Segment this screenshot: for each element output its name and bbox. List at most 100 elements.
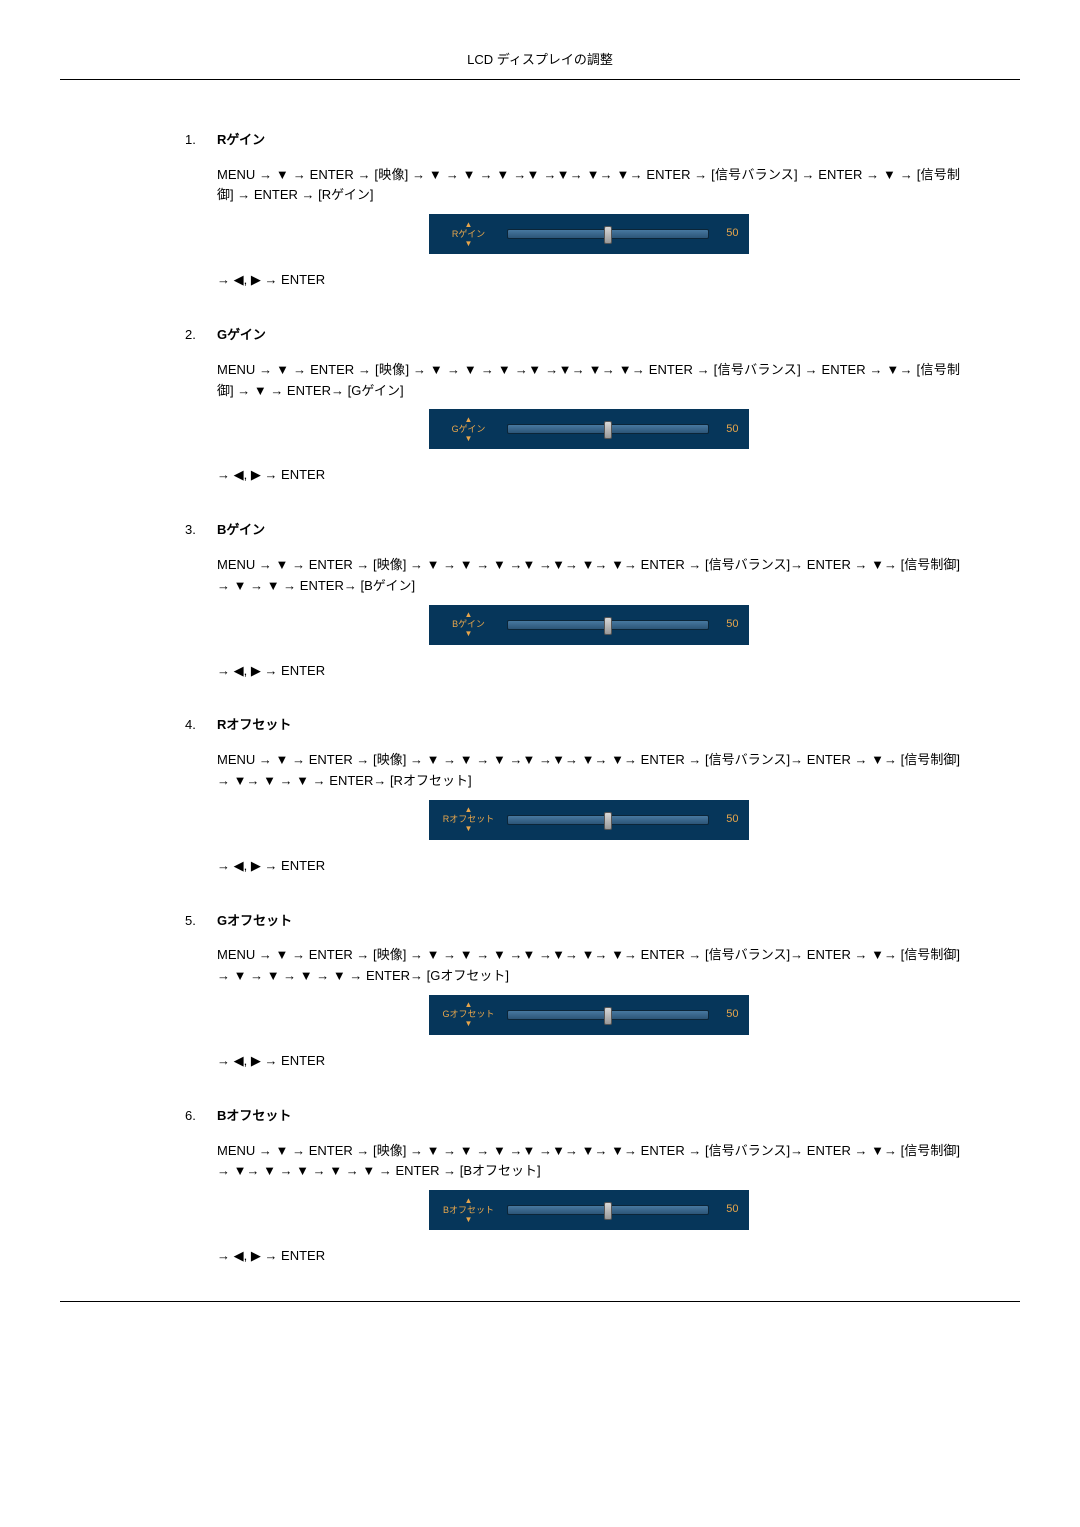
slider-label: Gオフセット bbox=[442, 1010, 494, 1019]
slider-track bbox=[507, 620, 709, 630]
slider-thumb bbox=[604, 1202, 612, 1220]
item-number: 6. bbox=[185, 1106, 217, 1127]
item-body: MENU → ▼ → ENTER → [映像] → ▼ → ▼ → ▼ →▼ →… bbox=[185, 360, 960, 486]
adjust-instruction: → ◀, ▶ → ENTER bbox=[217, 1051, 960, 1072]
slider-label-column: ▲ Gオフセット ▼ bbox=[439, 1001, 499, 1028]
osd-slider: ▲ Bオフセット ▼ 50 bbox=[429, 1190, 749, 1230]
up-arrow-icon: ▲ bbox=[465, 806, 473, 814]
adjust-instruction: → ◀, ▶ → ENTER bbox=[217, 465, 960, 486]
slider-thumb bbox=[604, 421, 612, 439]
down-arrow-icon: ▼ bbox=[465, 630, 473, 638]
slider-label-column: ▲ Gゲイン ▼ bbox=[439, 416, 499, 443]
slider-label: Gゲイン bbox=[452, 425, 486, 434]
slider-label-column: ▲ Rゲイン ▼ bbox=[439, 221, 499, 248]
item-title: Rオフセット bbox=[217, 715, 291, 736]
item-heading: 6. Bオフセット bbox=[185, 1106, 960, 1127]
list-item: 3. Bゲイン MENU → ▼ → ENTER → [映像] → ▼ → ▼ … bbox=[185, 520, 960, 681]
navigation-sequence: MENU → ▼ → ENTER → [映像] → ▼ → ▼ → ▼ →▼ →… bbox=[217, 165, 960, 207]
navigation-sequence: MENU → ▼ → ENTER → [映像] → ▼ → ▼ → ▼ →▼ →… bbox=[217, 360, 960, 402]
slider-label: Rオフセット bbox=[443, 815, 495, 824]
item-title: Rゲイン bbox=[217, 130, 265, 151]
osd-slider: ▲ Rゲイン ▼ 50 bbox=[429, 214, 749, 254]
slider-track bbox=[507, 1010, 709, 1020]
item-body: MENU → ▼ → ENTER → [映像] → ▼ → ▼ → ▼ →▼ →… bbox=[185, 750, 960, 876]
up-arrow-icon: ▲ bbox=[465, 221, 473, 229]
item-heading: 5. Gオフセット bbox=[185, 911, 960, 932]
item-heading: 2. Gゲイン bbox=[185, 325, 960, 346]
list-item: 2. Gゲイン MENU → ▼ → ENTER → [映像] → ▼ → ▼ … bbox=[185, 325, 960, 486]
osd-slider: ▲ Bゲイン ▼ 50 bbox=[429, 605, 749, 645]
slider-track bbox=[507, 229, 709, 239]
slider-value: 50 bbox=[717, 225, 739, 243]
osd-slider: ▲ Gゲイン ▼ 50 bbox=[429, 409, 749, 449]
list-item: 1. Rゲイン MENU → ▼ → ENTER → [映像] → ▼ → ▼ … bbox=[185, 130, 960, 291]
item-title: Bゲイン bbox=[217, 520, 265, 541]
slider-thumb bbox=[604, 226, 612, 244]
item-number: 4. bbox=[185, 715, 217, 736]
item-title: Gオフセット bbox=[217, 911, 292, 932]
slider-figure: ▲ Rオフセット ▼ 50 bbox=[217, 800, 960, 840]
down-arrow-icon: ▼ bbox=[465, 240, 473, 248]
item-number: 1. bbox=[185, 130, 217, 151]
slider-thumb bbox=[604, 812, 612, 830]
down-arrow-icon: ▼ bbox=[465, 1216, 473, 1224]
item-title: Gゲイン bbox=[217, 325, 266, 346]
slider-figure: ▲ Bオフセット ▼ 50 bbox=[217, 1190, 960, 1230]
content: 1. Rゲイン MENU → ▼ → ENTER → [映像] → ▼ → ▼ … bbox=[60, 130, 1020, 1267]
osd-slider: ▲ Rオフセット ▼ 50 bbox=[429, 800, 749, 840]
footer-divider bbox=[60, 1301, 1020, 1302]
item-heading: 4. Rオフセット bbox=[185, 715, 960, 736]
up-arrow-icon: ▲ bbox=[465, 1197, 473, 1205]
item-heading: 3. Bゲイン bbox=[185, 520, 960, 541]
slider-value: 50 bbox=[717, 616, 739, 634]
list-item: 4. Rオフセット MENU → ▼ → ENTER → [映像] → ▼ → … bbox=[185, 715, 960, 876]
list-item: 6. Bオフセット MENU → ▼ → ENTER → [映像] → ▼ → … bbox=[185, 1106, 960, 1267]
slider-track bbox=[507, 424, 709, 434]
item-body: MENU → ▼ → ENTER → [映像] → ▼ → ▼ → ▼ →▼ →… bbox=[185, 165, 960, 291]
slider-thumb bbox=[604, 1007, 612, 1025]
slider-figure: ▲ Gオフセット ▼ 50 bbox=[217, 995, 960, 1035]
item-title: Bオフセット bbox=[217, 1106, 291, 1127]
navigation-sequence: MENU → ▼ → ENTER → [映像] → ▼ → ▼ → ▼ →▼ →… bbox=[217, 750, 960, 792]
item-heading: 1. Rゲイン bbox=[185, 130, 960, 151]
item-body: MENU → ▼ → ENTER → [映像] → ▼ → ▼ → ▼ →▼ →… bbox=[185, 555, 960, 681]
slider-figure: ▲ Gゲイン ▼ 50 bbox=[217, 409, 960, 449]
slider-figure: ▲ Rゲイン ▼ 50 bbox=[217, 214, 960, 254]
page-header: LCD ディスプレイの調整 bbox=[60, 50, 1020, 80]
down-arrow-icon: ▼ bbox=[465, 435, 473, 443]
slider-label: Rゲイン bbox=[452, 230, 485, 239]
navigation-sequence: MENU → ▼ → ENTER → [映像] → ▼ → ▼ → ▼ →▼ →… bbox=[217, 555, 960, 597]
item-body: MENU → ▼ → ENTER → [映像] → ▼ → ▼ → ▼ →▼ →… bbox=[185, 945, 960, 1071]
page-title: LCD ディスプレイの調整 bbox=[467, 52, 613, 67]
adjust-instruction: → ◀, ▶ → ENTER bbox=[217, 856, 960, 877]
slider-figure: ▲ Bゲイン ▼ 50 bbox=[217, 605, 960, 645]
osd-slider: ▲ Gオフセット ▼ 50 bbox=[429, 995, 749, 1035]
adjust-instruction: → ◀, ▶ → ENTER bbox=[217, 1246, 960, 1267]
slider-value: 50 bbox=[717, 421, 739, 439]
item-number: 5. bbox=[185, 911, 217, 932]
navigation-sequence: MENU → ▼ → ENTER → [映像] → ▼ → ▼ → ▼ →▼ →… bbox=[217, 1141, 960, 1183]
slider-value: 50 bbox=[717, 1006, 739, 1024]
slider-value: 50 bbox=[717, 811, 739, 829]
slider-label-column: ▲ Rオフセット ▼ bbox=[439, 806, 499, 833]
slider-track bbox=[507, 815, 709, 825]
item-number: 2. bbox=[185, 325, 217, 346]
adjust-instruction: → ◀, ▶ → ENTER bbox=[217, 661, 960, 682]
list-item: 5. Gオフセット MENU → ▼ → ENTER → [映像] → ▼ → … bbox=[185, 911, 960, 1072]
up-arrow-icon: ▲ bbox=[465, 611, 473, 619]
navigation-sequence: MENU → ▼ → ENTER → [映像] → ▼ → ▼ → ▼ →▼ →… bbox=[217, 945, 960, 987]
slider-track bbox=[507, 1205, 709, 1215]
slider-label: Bオフセット bbox=[443, 1206, 494, 1215]
item-body: MENU → ▼ → ENTER → [映像] → ▼ → ▼ → ▼ →▼ →… bbox=[185, 1141, 960, 1267]
down-arrow-icon: ▼ bbox=[465, 1020, 473, 1028]
up-arrow-icon: ▲ bbox=[465, 1001, 473, 1009]
up-arrow-icon: ▲ bbox=[465, 416, 473, 424]
adjust-instruction: → ◀, ▶ → ENTER bbox=[217, 270, 960, 291]
slider-thumb bbox=[604, 617, 612, 635]
slider-value: 50 bbox=[717, 1201, 739, 1219]
slider-label-column: ▲ Bオフセット ▼ bbox=[439, 1197, 499, 1224]
slider-label: Bゲイン bbox=[452, 620, 485, 629]
down-arrow-icon: ▼ bbox=[465, 825, 473, 833]
slider-label-column: ▲ Bゲイン ▼ bbox=[439, 611, 499, 638]
item-number: 3. bbox=[185, 520, 217, 541]
